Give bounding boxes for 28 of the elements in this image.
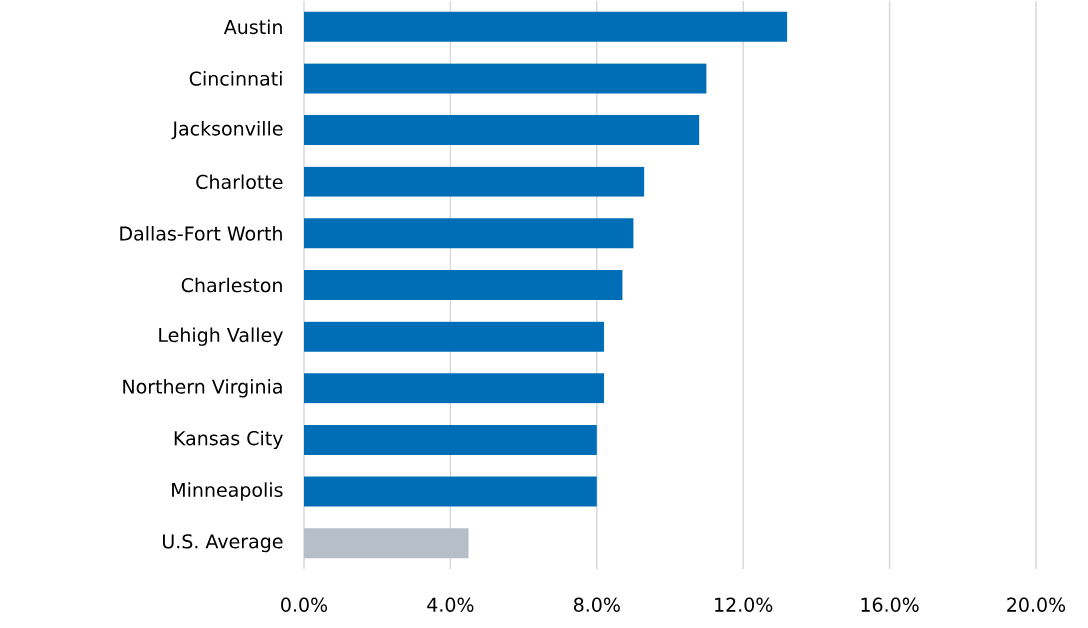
x-tick-label: 0.0% <box>281 597 328 612</box>
bar <box>304 528 469 559</box>
x-tick-label: 8.0% <box>573 597 620 612</box>
x-tick-label: 16.0% <box>861 597 919 612</box>
y-tick-label: Northern Virginia <box>123 379 282 398</box>
bar <box>304 476 597 507</box>
y-tick-label: Minneapolis <box>172 482 283 501</box>
y-tick-label: U.S. Average <box>163 534 283 553</box>
bar <box>304 424 597 455</box>
y-tick-label: Charleston <box>181 277 282 293</box>
x-tick-label: 12.0% <box>715 597 773 612</box>
y-tick-label: Kansas City <box>174 430 283 450</box>
y-tick-label: Lehigh Valley <box>159 327 283 346</box>
x-tick-label: 4.0% <box>427 597 474 612</box>
bar <box>304 218 634 249</box>
y-tick-label: Dallas-Fort Worth <box>120 226 282 241</box>
y-tick-label: Austin <box>223 19 282 35</box>
bar <box>304 373 605 404</box>
bar <box>304 321 605 352</box>
bar <box>304 270 623 300</box>
bar <box>304 115 700 146</box>
bar <box>304 63 707 94</box>
y-tick-label: Jacksonville <box>171 120 283 140</box>
x-tick-label: 20.0% <box>1007 597 1066 612</box>
bar <box>304 166 645 197</box>
bar <box>304 11 788 42</box>
y-tick-label: Charlotte <box>196 174 283 190</box>
y-tick-label: Cincinnati <box>189 71 282 86</box>
